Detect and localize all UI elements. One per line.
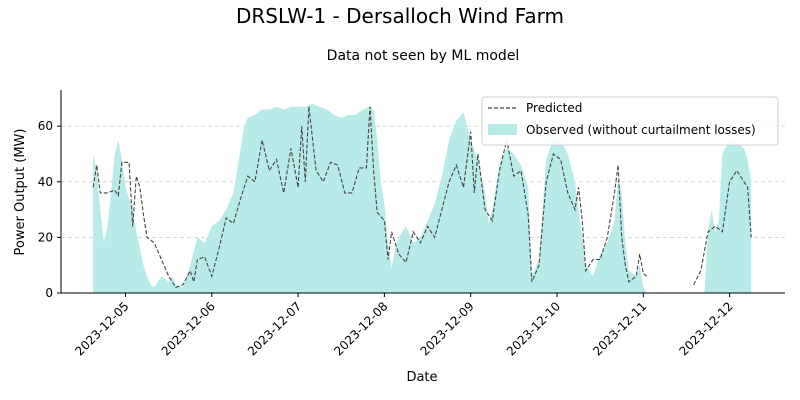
x-tick-label: 2023-12-07 [245,299,304,358]
y-tick-label: 0 [45,286,53,300]
x-tick-label: 2023-12-10 [504,299,563,358]
predicted-line [92,106,648,289]
y-tick-label: 60 [38,119,53,133]
observed-area-layer [93,103,752,294]
legend-observed-swatch [488,124,517,135]
predicted-line-layer [92,106,752,289]
y-tick-label: 20 [38,230,53,244]
x-tick-label: 2023-12-12 [677,299,736,358]
x-tick-label: 2023-12-05 [72,299,131,358]
chart-title: DRSLW-1 - Dersalloch Wind Farm [235,4,565,28]
chart-subtitle: Data not seen by ML model [326,48,520,64]
legend-observed-label: Observed (without curtailment losses) [526,123,756,137]
x-axis-label: Date [406,370,437,385]
observed-area [93,103,752,294]
y-axis-label: Power Output (MW) [13,129,28,256]
legend-box [481,96,779,146]
x-tick-label: 2023-12-06 [159,299,218,358]
legend-predicted-label: Predicted [526,101,582,115]
x-tick-label: 2023-12-08 [331,299,390,358]
x-tick-label: 2023-12-11 [590,299,649,358]
x-tick-label: 2023-12-09 [418,299,477,358]
axes [60,90,785,294]
predicted-line [693,169,752,285]
y-tick-label: 40 [38,175,53,189]
legend: Predicted Observed (without curtailment … [481,96,779,146]
